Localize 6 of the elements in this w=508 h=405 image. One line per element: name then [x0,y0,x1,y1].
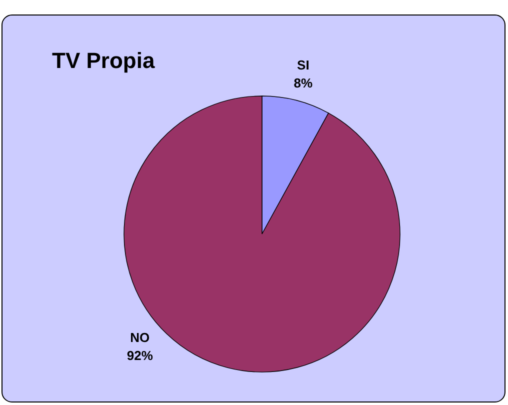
slice-label: NO [130,330,150,345]
slice-label: SI [297,58,310,73]
pie-slice [124,96,400,372]
chart-title: TV Propia [52,48,156,73]
data-label: 8% [294,76,314,91]
data-label: 92% [126,348,154,363]
